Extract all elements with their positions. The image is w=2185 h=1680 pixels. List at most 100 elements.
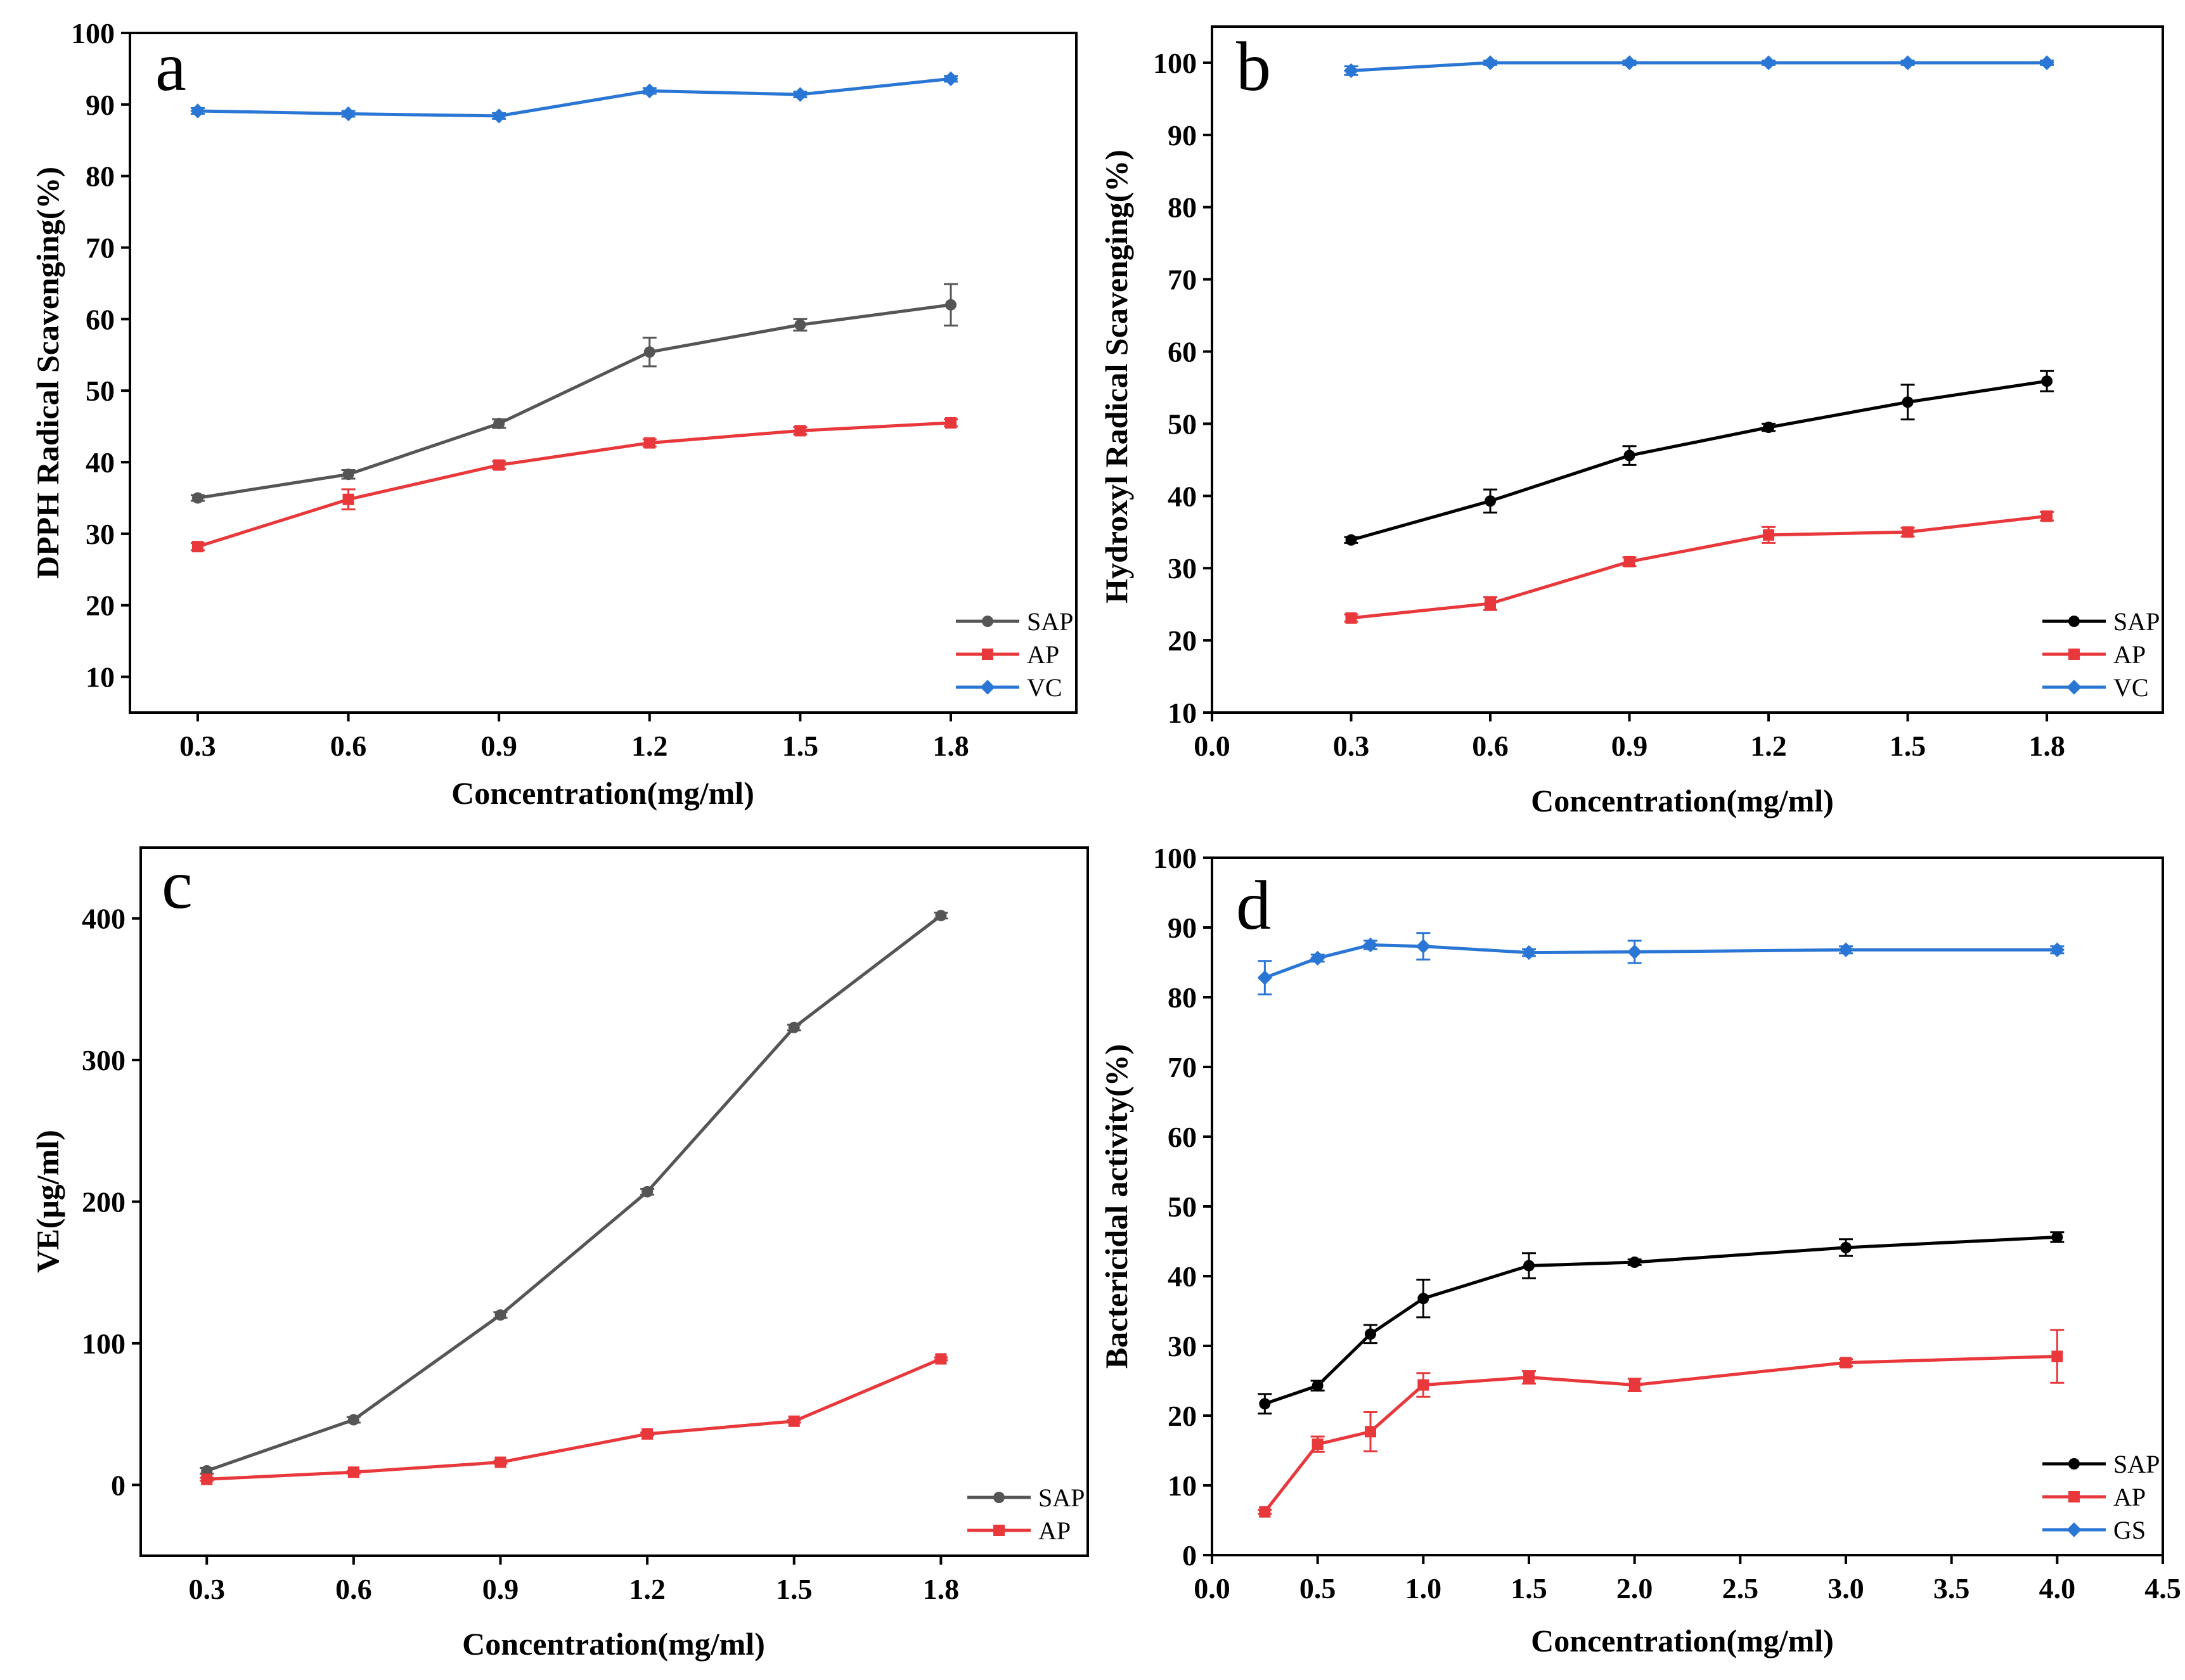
y-tick-label: 80 <box>1168 191 1197 224</box>
y-tick-label: 50 <box>1168 1191 1197 1223</box>
legend-item-ap: AP <box>967 1516 1071 1545</box>
data-point-sap <box>342 468 354 481</box>
y-tick-label: 50 <box>1168 408 1197 440</box>
x-tick-label: 3.5 <box>1933 1572 1970 1605</box>
panel-c-letter: c <box>162 846 193 923</box>
data-point-ap <box>494 1456 506 1468</box>
y-tick-label: 10 <box>86 661 115 694</box>
x-tick-label: 1.5 <box>1511 1572 1547 1605</box>
data-point-vc <box>792 87 808 102</box>
x-tick-label: 0.3 <box>179 730 216 762</box>
data-point-sap <box>1623 449 1635 462</box>
data-point-ap <box>2051 1350 2063 1362</box>
legend-label: AP <box>1027 640 1059 669</box>
panel-c: 0.3 0.6 0.9 1.2 1.5 1.8 0 100 200 300 400 SAP AP c… <box>30 846 1089 1662</box>
data-point-vc <box>1483 55 1498 70</box>
data-point-ap <box>1840 1357 1852 1369</box>
panel-c-legend: SAP AP <box>967 1483 1085 1545</box>
legend-marker <box>2068 1491 2080 1502</box>
data-point-sap <box>935 910 947 922</box>
panel-d-letter: d <box>1236 867 1271 944</box>
y-tick-label: 100 <box>1153 842 1197 874</box>
panel-d: 0.0 0.5 1.0 1.5 2.0 2.5 3.0 3.5 4.0 4.5 0 10 20 30 40… <box>1099 842 2181 1658</box>
legend-item-ap: AP <box>956 640 1059 669</box>
y-tick-label: 20 <box>1168 1400 1197 1432</box>
x-tick-label: 0.9 <box>1611 730 1648 762</box>
data-point-ap <box>347 1466 359 1478</box>
legend-marker <box>980 680 995 695</box>
panel-a-y-ticks: 10 20 30 40 50 60 70 80 90 100 <box>71 17 130 694</box>
data-point-ap <box>643 437 655 449</box>
legend-label: GS <box>2113 1516 2146 1544</box>
legend-label: AP <box>1038 1516 1071 1545</box>
legend-marker <box>2068 649 2080 660</box>
y-tick-label: 10 <box>1168 1470 1197 1502</box>
data-point-ap <box>1259 1506 1271 1518</box>
legend-item-sap: SAP <box>2042 1450 2160 1478</box>
data-point-ap <box>1417 1379 1429 1391</box>
y-tick-label: 60 <box>1168 336 1197 368</box>
data-point-sap <box>2051 1231 2063 1243</box>
data-point-sap <box>493 418 505 430</box>
data-point-sap <box>794 319 806 331</box>
x-tick-label: 0.9 <box>482 1573 519 1605</box>
legend-item-sap: SAP <box>956 607 1073 636</box>
data-point-ap <box>1628 1379 1640 1391</box>
legend-marker <box>982 649 993 660</box>
data-point-vc <box>1621 55 1637 70</box>
panel-b-x-ticks: 0.0 0.3 0.6 0.9 1.2 1.5 1.8 <box>1194 713 2065 762</box>
panel-b-x-axis-title: Concentration(mg/ml) <box>1531 783 1834 818</box>
x-tick-label: 0.0 <box>1194 730 1230 762</box>
legend-label: SAP <box>2113 1450 2160 1478</box>
x-tick-label: 0.9 <box>480 730 517 762</box>
panel-b-data-marks <box>1343 55 2054 624</box>
legend-label: SAP <box>2113 607 2160 636</box>
y-tick-label: 50 <box>86 375 115 407</box>
series-line-gs <box>1264 943 2058 979</box>
legend-item-ap: AP <box>2042 640 2146 669</box>
data-point-sap <box>1902 396 1914 408</box>
data-point-gs <box>1415 939 1431 954</box>
data-point-sap <box>1485 495 1497 507</box>
data-point-ap <box>1523 1371 1535 1383</box>
data-point-vc <box>340 106 356 122</box>
y-tick-label: 200 <box>82 1186 126 1218</box>
legend-label: SAP <box>1038 1483 1085 1512</box>
y-tick-label: 30 <box>1168 1330 1197 1362</box>
legend-label: AP <box>2113 640 2146 669</box>
x-tick-label: 1.0 <box>1405 1572 1442 1605</box>
series-line-ap <box>197 421 951 548</box>
legend-label: VC <box>1027 673 1062 702</box>
data-point-ap <box>1485 598 1497 610</box>
data-point-sap <box>643 346 655 358</box>
y-tick-label: 20 <box>1168 624 1197 657</box>
x-tick-label: 1.8 <box>923 1573 960 1605</box>
data-point-ap <box>493 459 505 471</box>
y-tick-label: 70 <box>86 232 115 264</box>
data-point-ap <box>1763 529 1775 541</box>
y-tick-label: 40 <box>1168 1260 1197 1293</box>
legend-item-sap: SAP <box>967 1483 1085 1512</box>
y-tick-label: 100 <box>1153 47 1197 79</box>
panel-c-x-ticks: 0.3 0.6 0.9 1.2 1.5 1.8 <box>188 1556 959 1605</box>
legend-label: VC <box>2113 673 2149 702</box>
y-tick-label: 60 <box>86 303 115 335</box>
panel-b-y-axis-title: Hydroxyl Radical Scavenging(%) <box>1099 150 1134 604</box>
x-tick-label: 1.2 <box>629 1573 666 1605</box>
x-tick-label: 1.8 <box>932 730 969 762</box>
legend-item-vc: VC <box>956 673 1062 702</box>
series-line-vc <box>197 77 951 118</box>
panel-a-data-marks <box>190 71 958 553</box>
panel-c-y-axis-title: VE(μg/ml) <box>30 1130 65 1273</box>
x-tick-label: 3.0 <box>1827 1572 1864 1605</box>
x-tick-label: 1.8 <box>2028 730 2065 762</box>
panel-a-x-axis-title: Concentration(mg/ml) <box>451 775 754 811</box>
series-line-ap <box>1351 514 2047 620</box>
data-point-vc <box>642 83 657 99</box>
series-line-sap <box>197 303 951 500</box>
y-tick-label: 90 <box>86 89 115 121</box>
legend-item-ap: AP <box>2042 1483 2146 1511</box>
data-point-sap <box>191 492 203 504</box>
data-point-ap <box>1345 612 1357 624</box>
y-tick-label: 20 <box>86 590 115 622</box>
